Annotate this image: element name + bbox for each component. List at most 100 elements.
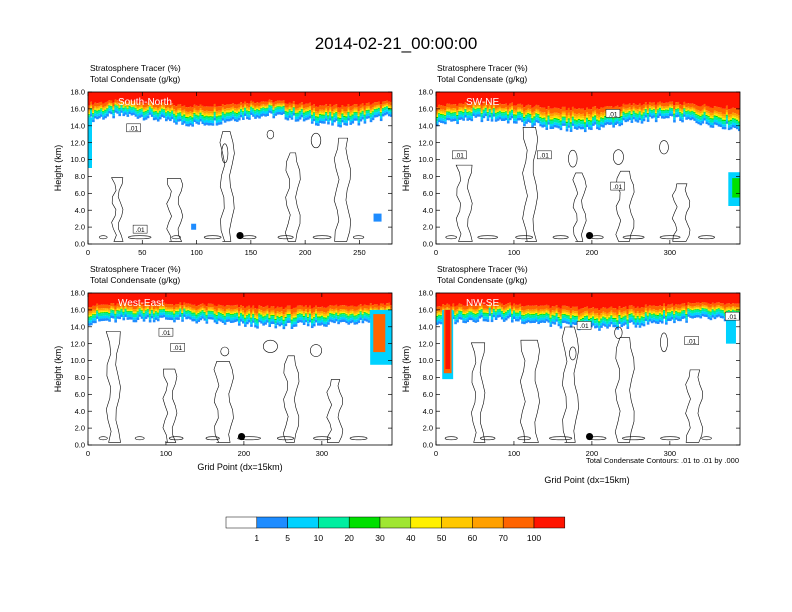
contour-line	[569, 346, 577, 361]
contour-label: .01	[158, 327, 174, 337]
colorbar-label: 100	[527, 533, 541, 543]
y-tick-label: 0.0	[75, 240, 85, 249]
y-axis-label: Height (km)	[53, 145, 63, 192]
y-tick-label: 12.0	[418, 339, 433, 348]
plot-area: .01 .01 .01	[436, 293, 740, 445]
tracer-heatmap	[88, 92, 392, 230]
contour-line	[659, 140, 669, 155]
svg-text:.01: .01	[173, 345, 182, 352]
contour-line	[352, 235, 365, 240]
region-label: West-East	[118, 298, 164, 309]
tracer-heatmap	[436, 92, 740, 206]
colorbar-label: 20	[344, 533, 354, 543]
contour-label: .01	[724, 311, 740, 321]
contour-line	[455, 164, 473, 242]
y-tick-label: 4.0	[423, 206, 433, 215]
y-axis-label: Height (km)	[401, 346, 411, 393]
y-tick-label: 2.0	[75, 424, 85, 433]
contour-line	[520, 339, 540, 443]
x-tick-label: 150	[245, 248, 258, 257]
contour-line	[221, 143, 229, 164]
svg-text:.01: .01	[608, 111, 617, 118]
contour-label: .01	[684, 336, 699, 345]
x-tick-label: 200	[586, 449, 599, 458]
panel-subtitle-condensate: Total Condensate (g/kg)	[437, 74, 527, 84]
y-tick-label: 16.0	[70, 104, 85, 113]
contour-line	[98, 436, 108, 441]
condensate-contours	[98, 331, 368, 443]
contour-line	[285, 152, 301, 242]
tracer-blob	[445, 309, 451, 369]
contour-line	[266, 129, 275, 140]
contour-line	[310, 132, 322, 149]
contour-line	[622, 436, 646, 441]
contour-line	[205, 436, 220, 441]
contour-line	[515, 235, 533, 240]
contour-line	[660, 436, 680, 441]
plot-area: .01 .01	[88, 92, 392, 244]
plot-frame	[87, 91, 393, 245]
y-tick-label: 14.0	[418, 322, 433, 331]
y-tick-label: 10.0	[70, 356, 85, 365]
x-tick-label: 50	[138, 248, 146, 257]
contour-line	[333, 137, 352, 242]
colorbar-label: 50	[437, 533, 447, 543]
y-tick-label: 18.0	[418, 88, 433, 97]
plot-area: .01 .01	[88, 293, 392, 445]
colorbar-label: 40	[406, 533, 416, 543]
y-tick-label: 6.0	[75, 189, 85, 198]
colorbar-label: 1	[254, 533, 259, 543]
y-tick-label: 0.0	[423, 240, 433, 249]
contour-label: .01	[537, 150, 552, 160]
contour-line	[213, 361, 234, 443]
svg-text:.01: .01	[136, 227, 145, 234]
colorbar-cell	[348, 516, 381, 529]
y-tick-label: 6.0	[423, 189, 433, 198]
contour-line	[313, 436, 331, 441]
svg-text:.01: .01	[161, 330, 170, 337]
condensate-contours	[445, 127, 715, 242]
colorbar-cell	[256, 516, 288, 529]
contour-line	[282, 355, 300, 443]
svg-text:.01: .01	[613, 184, 622, 191]
panel-west-east: Stratosphere Tracer (%) Total Condensate…	[53, 264, 393, 472]
y-tick-label: 2.0	[75, 223, 85, 232]
plot-frame	[87, 292, 393, 446]
tracer-heatmap	[88, 293, 392, 365]
y-tick-label: 0.0	[75, 441, 85, 450]
y-tick-label: 16.0	[70, 305, 85, 314]
contour-label: .01	[170, 343, 185, 352]
contour-line	[166, 178, 184, 242]
contour-label: .01	[605, 109, 621, 118]
region-label: NW-SE	[466, 298, 499, 309]
y-tick-label: 2.0	[423, 223, 433, 232]
contour-line	[219, 131, 235, 242]
panel-subtitle-tracer: Stratosphere Tracer (%)	[437, 63, 528, 73]
contour-line	[561, 326, 580, 443]
contour-line	[171, 235, 181, 240]
y-tick-label: 12.0	[70, 339, 85, 348]
y-tick-label: 4.0	[75, 206, 85, 215]
tracer-heatmap	[436, 293, 740, 380]
contour-line	[203, 235, 222, 240]
x-axis-label: Grid Point (dx=15km)	[197, 462, 282, 472]
y-tick-label: 10.0	[70, 155, 85, 164]
tracer-blob	[732, 178, 740, 198]
contour-footnote: Total Condensate Contours: .01 to .01 by…	[586, 456, 739, 465]
contour-line	[237, 436, 261, 441]
contour-line	[480, 436, 496, 441]
tracer-blob	[373, 213, 382, 222]
y-axis-label: Height (km)	[401, 145, 411, 192]
y-tick-label: 16.0	[418, 104, 433, 113]
contour-line	[614, 326, 623, 339]
contour-label: .01	[126, 123, 141, 133]
x-tick-label: 0	[434, 449, 438, 458]
contour-line	[671, 183, 691, 242]
x-tick-label: 0	[86, 248, 90, 257]
condensate-contours	[98, 129, 365, 242]
colorbar-cell	[472, 516, 504, 529]
contour-line	[701, 436, 712, 441]
contour-line	[111, 177, 124, 242]
y-tick-label: 16.0	[418, 305, 433, 314]
